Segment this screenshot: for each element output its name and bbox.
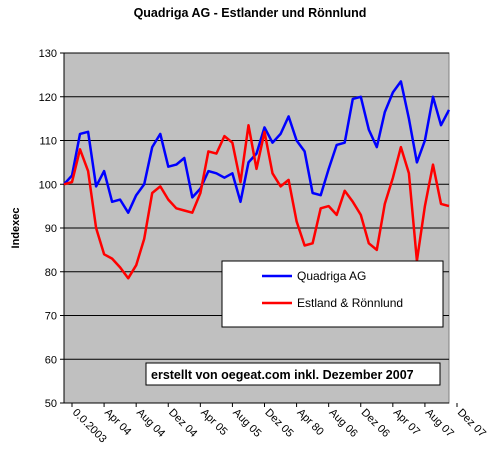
x-tick-label: Dez 04 [166, 407, 199, 440]
annotation-background [145, 362, 441, 386]
x-tick-label: 0.0.2003 [70, 407, 109, 446]
x-tick-label: Aug 07 [423, 407, 456, 440]
annotation-box: erstellt von oegeat.com inkl. Dezember 2… [145, 362, 441, 386]
y-tick-label: 120 [39, 92, 57, 104]
x-tick-label: Aug 06 [327, 407, 360, 440]
x-tick-label: Dez 07 [455, 407, 488, 440]
y-tick-label: 100 [39, 179, 57, 191]
y-tick-label: 80 [45, 267, 57, 279]
legend: Quadriga AG Estland & Rönnlund [221, 260, 444, 328]
legend-label-estland: Estland & Rönnlund [297, 296, 403, 310]
x-tick-label: Aug 05 [230, 407, 263, 440]
x-tick-label: Aug 04 [134, 407, 167, 440]
y-axis-label: Indexec [10, 208, 22, 249]
legend-box [221, 260, 444, 328]
x-tick-label: Apr 05 [198, 407, 229, 438]
x-tick-label: Apr 80 [294, 407, 325, 438]
y-tick-label: 70 [45, 311, 57, 323]
y-tick-label: 60 [45, 354, 57, 366]
x-tick-label: Apr 04 [102, 407, 133, 438]
y-axis-tick-labels: 50 60 70 80 90 100 110 120 130 [39, 48, 449, 410]
series-line-quadriga [63, 80, 451, 214]
series-line-estland [63, 123, 450, 280]
y-tick-label: 130 [39, 48, 57, 60]
annotation-text: erstellt von oegeat.com inkl. Dezember 2… [151, 368, 414, 382]
x-tick-label: Dez 06 [359, 407, 392, 440]
series-lines [63, 80, 451, 280]
y-tick-label: 90 [45, 223, 57, 235]
y-tick-label: 50 [45, 398, 57, 410]
legend-label-quadriga: Quadriga AG [297, 269, 366, 283]
x-tick-label: Dez 05 [262, 407, 295, 440]
y-tick-label: 110 [39, 136, 57, 148]
chart-title: Quadriga AG - Estlander und Rönnlund [134, 6, 367, 20]
x-tick-label: Apr 07 [391, 407, 422, 438]
